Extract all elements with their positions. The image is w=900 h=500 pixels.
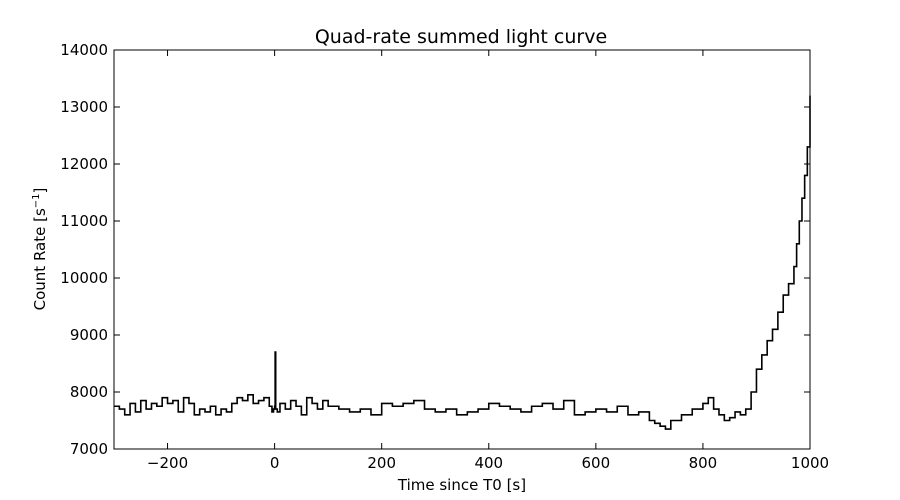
x-tick-label: 1000	[791, 454, 829, 472]
y-tick-label: 14000	[60, 41, 108, 59]
x-tick-label: −200	[147, 454, 188, 472]
y-axis-ticks: 7000 8000 9000 10000 11000 12000 13000 14000	[60, 41, 810, 458]
x-tick-label: 0	[270, 454, 280, 472]
y-tick-label: 9000	[70, 326, 108, 344]
plot-frame	[113, 49, 811, 450]
y-tick-label: 11000	[60, 212, 108, 230]
y-axis-label: Count Rate [s−1]	[31, 188, 49, 311]
y-tick-label: 8000	[70, 383, 108, 401]
x-tick-label: 200	[367, 454, 396, 472]
x-axis-label: Time since T0 [s]	[397, 476, 526, 494]
count-rate-series-line	[114, 95, 811, 430]
x-tick-label: 400	[474, 454, 503, 472]
y-axis-label-superscript: −1	[31, 193, 42, 208]
y-tick-label: 10000	[60, 269, 108, 287]
x-tick-label: 600	[582, 454, 611, 472]
x-tick-label: 800	[689, 454, 718, 472]
y-tick-label: 7000	[70, 440, 108, 458]
y-axis-label-end: ]	[31, 188, 49, 194]
y-tick-label: 12000	[60, 155, 108, 173]
y-axis-label-main: Count Rate [s	[31, 208, 49, 310]
y-tick-label: 13000	[60, 98, 108, 116]
chart-title: Quad-rate summed light curve	[315, 26, 607, 48]
x-axis-ticks: −200 0 200 400 600 800 1000	[147, 50, 829, 472]
